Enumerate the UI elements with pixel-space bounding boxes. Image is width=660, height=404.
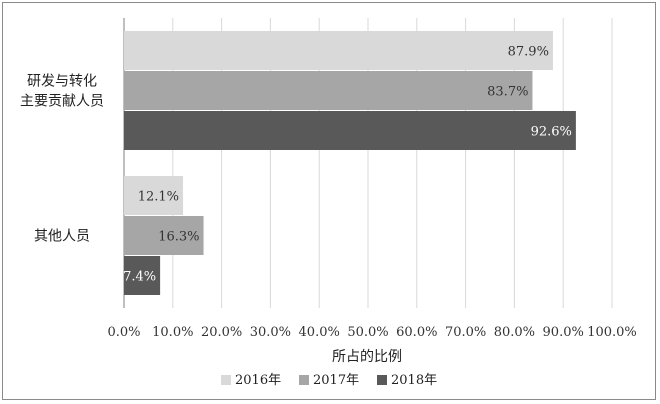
data-label: 92.6% [531, 125, 572, 140]
bar [124, 256, 161, 295]
x-tick-label: 80.0% [494, 325, 535, 340]
data-label: 16.3% [158, 230, 199, 245]
legend-label: 2016年 [235, 373, 281, 388]
bars [124, 31, 576, 295]
data-labels: 87.9% 83.7% 92.6% 12.1% 16.3% 7.4% [123, 45, 572, 285]
legend: 2016年 2017年 2018年 [221, 373, 437, 388]
x-axis-title: 所占的比例 [332, 349, 402, 365]
data-label: 12.1% [138, 190, 179, 205]
x-tick-label: 20.0% [201, 325, 242, 340]
x-tick-label: 50.0% [347, 325, 388, 340]
x-tick-label: 60.0% [396, 325, 437, 340]
x-tick-label: 100.0% [587, 325, 637, 340]
legend-swatch [299, 375, 309, 385]
bar [124, 176, 184, 215]
x-tick-label: 40.0% [299, 325, 340, 340]
category-label: 研发与转化 [27, 74, 97, 90]
x-tick-label: 90.0% [543, 325, 584, 340]
legend-label: 2017年 [313, 373, 359, 388]
bar [124, 111, 576, 150]
data-label: 83.7% [487, 85, 528, 100]
category-label: 主要贡献人员 [20, 94, 104, 110]
data-label: 7.4% [123, 270, 156, 285]
bar [124, 31, 553, 70]
x-tick-label: 30.0% [250, 325, 291, 340]
legend-swatch [377, 375, 387, 385]
bar [124, 216, 204, 255]
x-tick-label: 0.0% [107, 325, 140, 340]
bar [124, 71, 533, 110]
x-tick-labels: 0.0% 10.0% 20.0% 30.0% 40.0% 50.0% 60.0% 70.0% 8… [107, 325, 636, 340]
category-label: 其他人员 [34, 229, 90, 245]
x-tick-label: 70.0% [445, 325, 486, 340]
x-tick-label: 10.0% [152, 325, 193, 340]
data-label: 87.9% [508, 45, 549, 60]
legend-swatch [221, 375, 231, 385]
legend-label: 2018年 [391, 373, 437, 388]
